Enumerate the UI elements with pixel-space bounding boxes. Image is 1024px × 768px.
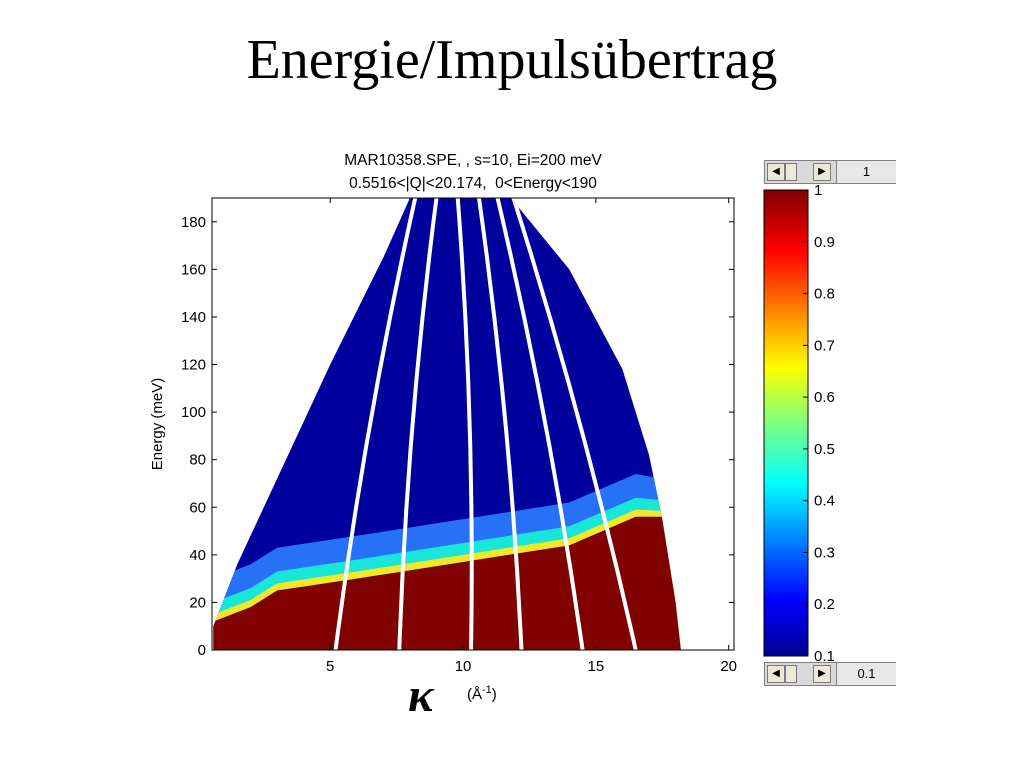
colorbar-tick-label: 0.5 <box>814 441 835 458</box>
y-tick-label: 60 <box>189 499 206 516</box>
y-tick-label: 180 <box>181 214 206 231</box>
x-tick-label: 5 <box>326 658 334 675</box>
y-tick-label: 100 <box>181 404 206 421</box>
y-tick-label: 140 <box>181 309 206 326</box>
x-tick-label: 15 <box>588 658 605 675</box>
colorbar-tick-label: 0.9 <box>814 234 835 251</box>
detector-gap-line <box>397 198 439 650</box>
colorbar-tick-label: 0.2 <box>814 596 835 613</box>
detector-gap-line <box>455 198 474 650</box>
coverage-region <box>213 198 681 650</box>
chart-title-line-1: MAR10358.SPE, , s=10, Ei=200 meV <box>344 152 602 169</box>
x-axis-unit: (Å-1) <box>467 684 497 703</box>
y-tick-label: 0 <box>198 642 206 659</box>
detector-gap-line <box>511 198 638 650</box>
scroll-right-icon[interactable]: ▶ <box>813 665 831 683</box>
y-tick-label: 20 <box>189 594 206 611</box>
colorbar-tick-label: 0.1 <box>814 648 835 665</box>
y-axis-label: Energy (meV) <box>149 378 166 471</box>
y-tick-label: 160 <box>181 261 206 278</box>
y-tick-label: 120 <box>181 357 206 374</box>
colorbar-max-value[interactable]: 1 <box>836 161 896 183</box>
scroll-left-icon[interactable]: ◀ <box>767 163 785 181</box>
colorbar <box>763 189 809 657</box>
y-tick-label: 80 <box>189 452 206 469</box>
chart-title-line-2: 0.5516<|Q|<20.174, 0<Energy<190 <box>349 175 597 192</box>
x-axis-kappa-symbol: κ <box>408 669 434 722</box>
colorbar-tick-label: 0.7 <box>814 337 835 354</box>
scroll-right-icon[interactable]: ▶ <box>813 163 831 181</box>
detector-gap-line <box>333 198 418 650</box>
y-tick-label: 40 <box>189 547 206 564</box>
elastic-high-intensity-region <box>213 516 681 650</box>
detector-gap-line <box>476 198 524 650</box>
colorbar-tick-label: 0.8 <box>814 286 835 303</box>
x-tick-label: 20 <box>720 658 737 675</box>
x-tick-label: 10 <box>455 658 472 675</box>
slide-title: Energie/Impulsübertrag <box>246 29 778 91</box>
colorbar-tick-label: 0.3 <box>814 544 835 561</box>
plot-frame <box>211 197 735 651</box>
colorbar-tick-label: 0.4 <box>814 493 835 510</box>
scroll-thumb[interactable] <box>785 665 797 683</box>
colorbar-tick-label: 1 <box>814 182 822 199</box>
colorbar-min-value[interactable]: 0.1 <box>836 663 896 685</box>
colorbar-tick-label: 0.6 <box>814 389 835 406</box>
scroll-thumb[interactable] <box>785 163 797 181</box>
scroll-left-icon[interactable]: ◀ <box>767 665 785 683</box>
detector-gap-line <box>495 198 585 650</box>
